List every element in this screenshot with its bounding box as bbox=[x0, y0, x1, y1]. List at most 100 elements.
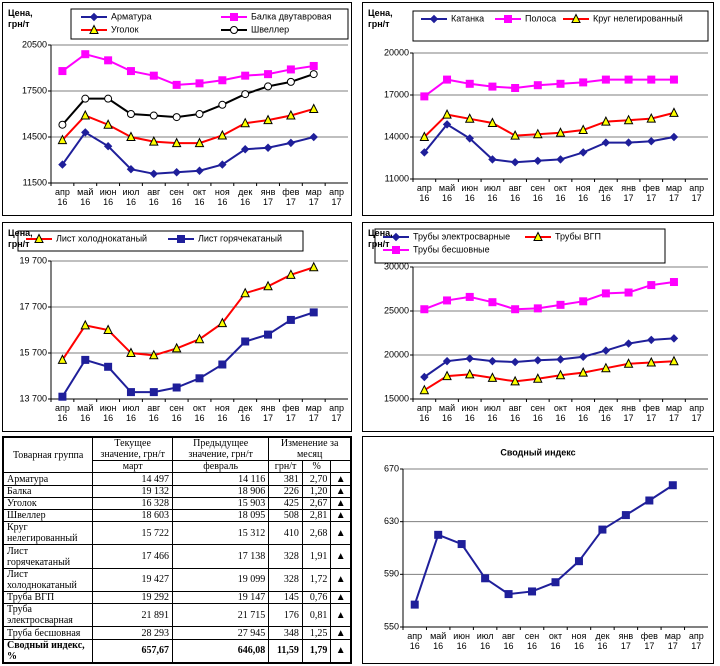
x-tick-label: сен 16 bbox=[169, 187, 184, 207]
x-tick-label: июл 16 bbox=[122, 187, 140, 207]
series-line bbox=[423, 111, 675, 138]
marker bbox=[172, 80, 181, 89]
marker bbox=[601, 115, 611, 126]
y-tick-label: 590 bbox=[384, 569, 399, 579]
x-tick-label: июл 16 bbox=[484, 403, 501, 423]
marker bbox=[556, 300, 565, 309]
table-cell: 657,67 bbox=[92, 638, 173, 664]
marker bbox=[574, 557, 583, 566]
marker bbox=[194, 137, 205, 148]
x-tick-label: окт 16 bbox=[553, 183, 568, 203]
legend-label: Арматура bbox=[111, 11, 152, 21]
marker bbox=[464, 368, 475, 379]
marker bbox=[465, 354, 474, 363]
y-tick-label: 17 700 bbox=[19, 301, 47, 311]
legend bbox=[374, 228, 666, 264]
table-cell: 328 bbox=[268, 567, 303, 592]
table-cell: Круг нелегированный bbox=[2, 521, 94, 546]
marker bbox=[104, 56, 113, 65]
x-tick-label: май 16 bbox=[438, 403, 456, 423]
marker bbox=[264, 330, 273, 339]
x-tick-label: дек 16 bbox=[238, 187, 253, 207]
marker bbox=[286, 109, 296, 120]
marker bbox=[103, 324, 113, 334]
marker bbox=[669, 75, 678, 84]
table-cell: 27 945 bbox=[171, 626, 270, 640]
table-cell: Труба ВГП bbox=[2, 590, 94, 605]
marker bbox=[218, 360, 227, 369]
x-tick-label: мар 17 bbox=[305, 187, 322, 207]
marker bbox=[126, 347, 136, 357]
marker bbox=[263, 114, 273, 125]
x-tick-label: май 16 bbox=[430, 631, 447, 651]
table-cell: ▲ bbox=[330, 603, 351, 628]
subheader-cell: грн/т bbox=[268, 460, 303, 474]
x-tick-label: июл 16 bbox=[484, 183, 501, 203]
table-cell: 176 bbox=[268, 603, 303, 628]
marker bbox=[89, 24, 99, 34]
table-row: Лист горячекатаный 17 466 17 138 328 1,91 ▲ bbox=[2, 544, 351, 569]
total-row: Сводный индекс, % 657,67 646,08 11,59 1,79 ▲ bbox=[2, 638, 351, 664]
marker bbox=[126, 131, 136, 141]
series-line bbox=[61, 108, 315, 145]
table-cell: 15 312 bbox=[171, 521, 270, 546]
marker bbox=[669, 278, 678, 287]
marker bbox=[669, 355, 679, 366]
x-tick-label: апр 16 bbox=[416, 183, 432, 203]
table-cell: Труба бесшовная bbox=[2, 626, 94, 640]
marker bbox=[420, 305, 429, 314]
y-tick-label: 17500 bbox=[22, 85, 47, 95]
marker bbox=[551, 578, 560, 587]
table-cell: ▲ bbox=[330, 521, 351, 546]
marker bbox=[195, 79, 204, 88]
marker bbox=[126, 388, 135, 397]
series-line bbox=[423, 337, 675, 378]
table-cell: 28 293 bbox=[92, 626, 173, 640]
marker bbox=[308, 261, 319, 272]
marker bbox=[578, 124, 589, 134]
marker bbox=[286, 269, 296, 279]
chart: 11500 14500 17500 20500 Арматура Балка двутав… bbox=[22, 8, 349, 187]
header-cell: Текущее значение, грн/т bbox=[92, 436, 173, 462]
marker bbox=[171, 342, 182, 353]
marker bbox=[148, 349, 159, 360]
table-cell: 328 bbox=[268, 544, 303, 569]
x-tick-label: авг 16 bbox=[502, 631, 516, 651]
marker bbox=[510, 129, 520, 140]
table-cell: 18 095 bbox=[171, 508, 270, 523]
marker bbox=[309, 132, 318, 142]
y-tick-label: 14000 bbox=[384, 131, 409, 141]
marker bbox=[487, 117, 498, 127]
x-tick-label: янв 17 bbox=[618, 631, 634, 651]
marker bbox=[80, 319, 91, 330]
x-tick-label: апр 16 bbox=[416, 403, 432, 423]
x-tick-label: сен 16 bbox=[530, 183, 546, 203]
table-cell: 2,81 bbox=[301, 508, 332, 523]
marker bbox=[420, 148, 429, 157]
legend-label: Катанка bbox=[451, 13, 484, 23]
table-cell: 18 603 bbox=[92, 508, 173, 523]
table-cell: 2,68 bbox=[301, 521, 332, 546]
x-tick-label: мар 17 bbox=[664, 631, 681, 651]
table-cell: 1,20 bbox=[301, 484, 332, 498]
legend-label: Лист холоднокатаный bbox=[56, 233, 147, 243]
x-tick-label: окт 16 bbox=[548, 631, 563, 651]
chart-panel: 15000 20000 25000 30000 Трубы электросварные… bbox=[362, 222, 714, 432]
marker bbox=[647, 75, 656, 84]
y-tick-label: 11500 bbox=[23, 177, 47, 187]
table-cell: Балка bbox=[2, 484, 94, 498]
y-tick-label: 19 700 bbox=[19, 255, 47, 265]
x-tick-label: дек 16 bbox=[238, 403, 253, 423]
marker bbox=[533, 304, 542, 313]
chart: 550 590 630 670 Сводный индекс bbox=[384, 447, 708, 631]
marker bbox=[601, 75, 610, 84]
marker bbox=[533, 81, 542, 90]
x-tick-label: фев 17 bbox=[640, 631, 658, 651]
y-tick-label: 15000 bbox=[384, 393, 409, 403]
legend bbox=[70, 8, 349, 40]
marker bbox=[240, 117, 251, 128]
marker bbox=[465, 292, 474, 301]
x-tick-label: ноя 16 bbox=[571, 631, 587, 651]
table-cell: 17 466 bbox=[92, 544, 173, 569]
